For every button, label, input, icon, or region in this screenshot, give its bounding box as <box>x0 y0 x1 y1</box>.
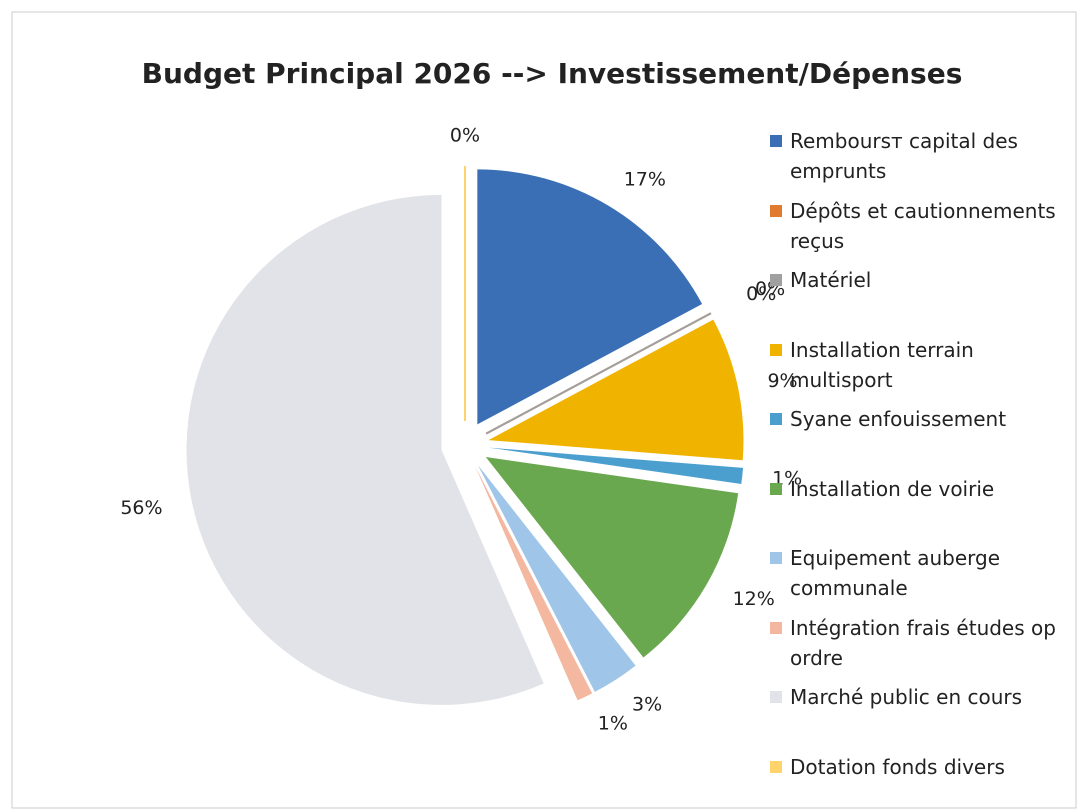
pie-slice <box>477 465 636 692</box>
pie-slice <box>477 169 703 425</box>
data-label: 1% <box>598 713 628 735</box>
data-label: 9% <box>767 370 797 392</box>
legend-item: Dotation fonds divers <box>770 752 1070 782</box>
chart-frame <box>11 11 1077 809</box>
legend-item: Remboursт capital des emprunts <box>770 126 1070 186</box>
pie-slice <box>488 319 744 461</box>
legend-swatch <box>770 413 782 425</box>
data-label: 17% <box>624 168 666 190</box>
legend-item: Syane enfouissement <box>770 404 1070 434</box>
legend-swatch <box>770 760 782 773</box>
data-label: 3% <box>632 693 662 715</box>
legend-item: Equipement auberge communale <box>770 543 1070 603</box>
legend-swatch <box>770 621 782 634</box>
pie-slice <box>485 457 739 658</box>
legend-swatch <box>770 135 782 147</box>
legend-item: Matériel <box>770 265 1070 295</box>
data-label: 0% <box>450 125 480 147</box>
data-label: 56% <box>120 497 162 519</box>
legend-swatch <box>770 343 782 356</box>
chart-title: Budget Principal 2026 --> Investissement… <box>142 57 963 90</box>
legend-label: Syane enfouissement <box>790 407 1007 431</box>
legend-item: Intégration frais études op ordre <box>770 613 1070 673</box>
legend-item: Dépôts et cautionnements reçus <box>770 196 1070 256</box>
pie-slice <box>485 312 712 435</box>
data-label: 0% <box>746 283 776 305</box>
legend-item: Installation de voirie <box>770 474 1070 504</box>
legend-swatch <box>770 204 782 217</box>
pie-slice <box>488 447 744 484</box>
pie-slice <box>475 466 593 701</box>
legend-label: Remboursт capital des emprunts <box>790 129 1018 183</box>
legend-label: Dépôts et cautionnements reçus <box>790 198 1056 253</box>
legend-label: Marché public en cours <box>790 685 1023 709</box>
legend-label: Equipement auberge communale <box>790 546 1001 600</box>
legend-label: Matériel <box>790 268 872 292</box>
legend-swatch <box>770 552 782 564</box>
legend-swatch <box>770 482 782 495</box>
legend-item: Marché public en cours <box>770 682 1070 712</box>
legend-item: Installation terrain multisport <box>770 335 1070 395</box>
legend-label: Installation de voirie <box>790 476 995 501</box>
data-label: 12% <box>733 588 775 610</box>
pie-slice <box>186 194 544 705</box>
legend-swatch <box>770 274 782 286</box>
legend-label: Intégration frais études op ordre <box>790 615 1056 670</box>
legend-label: Installation terrain multisport <box>790 337 974 392</box>
legend-swatch <box>770 691 782 703</box>
legend-label: Dotation fonds divers <box>790 754 1005 779</box>
